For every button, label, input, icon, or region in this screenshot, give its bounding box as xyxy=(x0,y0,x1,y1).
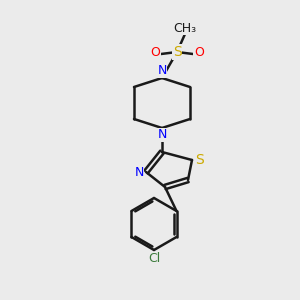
Text: N: N xyxy=(134,166,144,178)
Text: S: S xyxy=(172,45,182,59)
Text: CH₃: CH₃ xyxy=(173,22,196,34)
Text: O: O xyxy=(150,46,160,59)
Text: Cl: Cl xyxy=(148,253,160,266)
Text: S: S xyxy=(195,153,203,167)
Text: N: N xyxy=(157,128,167,142)
Text: N: N xyxy=(157,64,167,77)
Text: O: O xyxy=(194,46,204,59)
